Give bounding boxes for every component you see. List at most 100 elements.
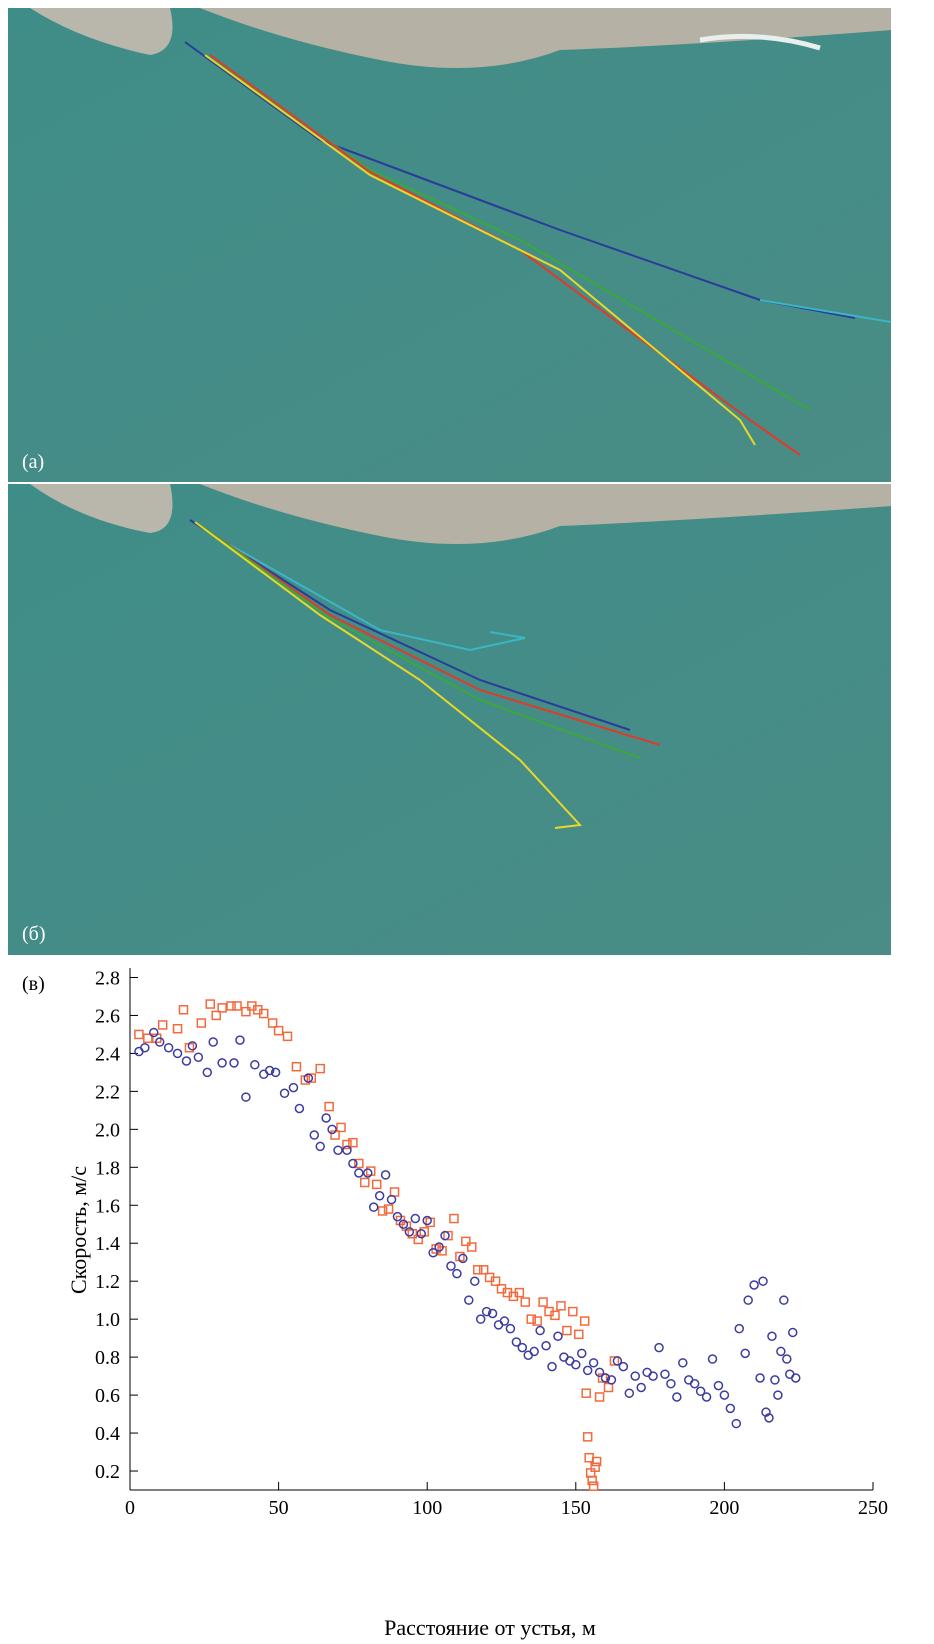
y-tick-label: 1.0 [95,1309,120,1331]
point [713,1380,724,1391]
point [579,1316,590,1326]
point [389,1187,400,1197]
y-tick-label: 1.2 [95,1271,120,1293]
y-tick-label: 2.6 [95,1005,120,1027]
point [410,1213,421,1224]
point [475,1314,486,1324]
point [618,1361,629,1372]
y-tick-label: 0.2 [95,1461,120,1483]
point [440,1230,450,1241]
y-tick-label: 1.4 [95,1233,120,1255]
point [581,1388,591,1398]
panel-label: (б) [22,923,46,945]
x-axis-label: Расстояние от устья, м [384,1615,596,1640]
point [529,1346,539,1357]
point [229,1058,239,1068]
point [719,1390,730,1400]
y-tick-label: 2.4 [95,1043,120,1065]
point [368,1202,379,1212]
point [327,1124,337,1135]
point [790,1373,801,1383]
point [773,1390,783,1400]
point [603,1382,614,1393]
point [600,1373,611,1383]
point [208,1037,218,1047]
point [354,1168,364,1178]
point [725,1403,736,1414]
point [458,1253,468,1264]
x-tick-label: 100 [412,1497,442,1519]
point [211,1010,221,1021]
point [467,1242,477,1252]
point [235,1035,245,1045]
point [487,1308,498,1319]
point [428,1247,438,1258]
point [371,1179,382,1190]
point [422,1215,432,1226]
point [446,1261,456,1271]
point [270,1067,281,1078]
point [758,1276,768,1286]
point [380,1170,391,1180]
point [217,1058,227,1068]
y-tick-label: 2.8 [95,967,120,989]
point [294,1103,305,1114]
point [279,1088,290,1099]
y-tick-label: 1.6 [95,1195,120,1217]
x-tick-label: 0 [125,1497,135,1519]
point [538,1297,548,1307]
point [588,1358,599,1368]
point [562,1325,572,1336]
point [392,1211,403,1222]
x-tick-label: 200 [709,1497,739,1519]
point [779,1295,789,1305]
y-tick-label: 1.8 [95,1157,120,1179]
point [232,1001,242,1011]
point [363,1168,373,1178]
point [205,999,215,1009]
point [217,1003,227,1013]
point [478,1265,489,1275]
point [776,1346,786,1357]
point [782,1354,792,1364]
point [377,1206,388,1216]
y-axis-label: Скорость, м/с [66,1166,91,1294]
point [303,1073,314,1083]
point [464,1295,474,1305]
point [354,1158,364,1169]
y-tick-label: 0.6 [95,1385,120,1407]
point [342,1139,352,1150]
point [273,1025,284,1036]
point [547,1361,557,1372]
point [636,1382,646,1393]
point [241,1006,251,1017]
point [648,1371,658,1381]
point [734,1323,745,1334]
point [481,1306,492,1317]
point [590,1462,600,1472]
point [250,1060,260,1070]
point [666,1378,676,1389]
point [178,1005,189,1015]
point [398,1219,409,1230]
point [348,1137,358,1148]
x-tick-label: 50 [269,1497,289,1519]
point [434,1242,444,1252]
point [695,1386,706,1397]
point [383,1204,394,1214]
chart: (в) Расстояние от устья, м Скорость, м/с… [22,967,888,1640]
point [582,1432,593,1442]
point [535,1325,545,1336]
point [134,1029,144,1040]
point [743,1295,753,1305]
point [520,1297,531,1307]
point [324,1101,334,1112]
point [731,1418,742,1429]
point [606,1375,617,1385]
point [172,1048,183,1059]
panel-label: (в) [22,973,45,995]
point [241,1092,251,1102]
point [181,1056,192,1066]
